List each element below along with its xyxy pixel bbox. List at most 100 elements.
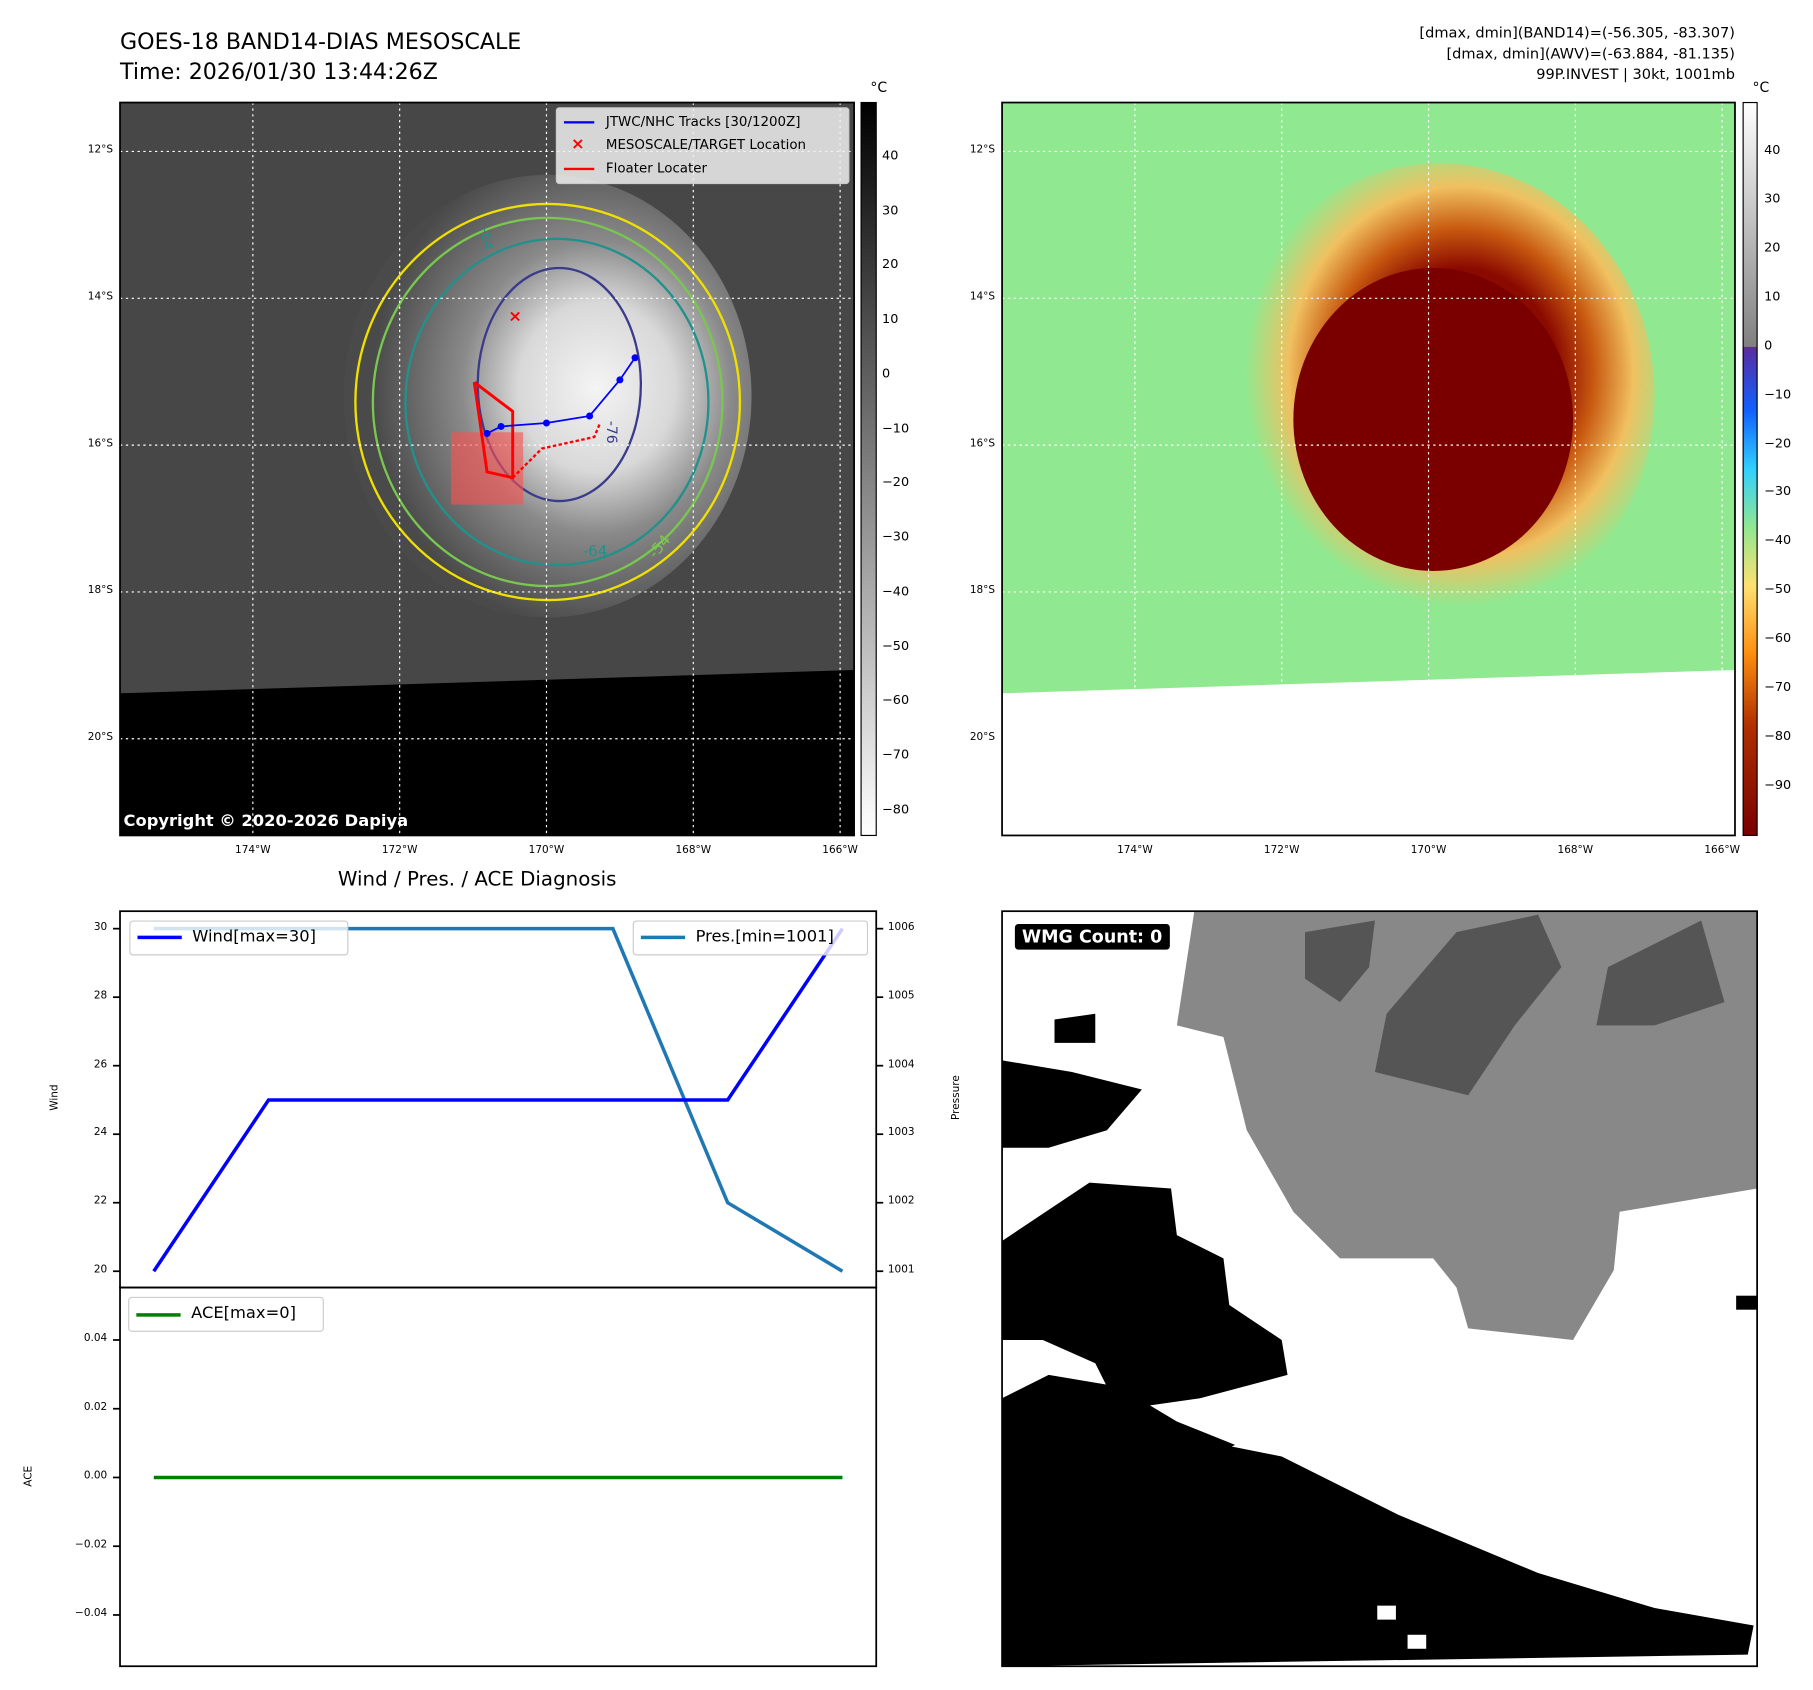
colorbar2-tick: −60 <box>1764 630 1792 646</box>
colorbar1-tick: −80 <box>882 801 910 817</box>
wind-line-icon <box>137 935 182 940</box>
awv-range: [dmax, dmin](AWV)=(-63.884, -81.135) <box>1446 44 1735 62</box>
ace-tick-label: 0.00 <box>83 1470 108 1483</box>
lon-label: 172°W <box>381 844 418 857</box>
ir-imagery: × <box>120 102 855 836</box>
legend-target: MESOSCALE/TARGET Location <box>605 136 807 153</box>
colorbar2-tick: −80 <box>1764 728 1792 744</box>
pressure-tick-label: 1004 <box>887 1058 915 1071</box>
band14-range: [dmax, dmin](BAND14)=(-56.305, -83.307) <box>1419 23 1735 41</box>
pressure-tick-label: 1001 <box>887 1264 915 1276</box>
map-legend: JTWC/NHC Tracks [30/1200Z] MESOSCALE/TAR… <box>555 107 850 185</box>
colorbar2-tick: −40 <box>1764 532 1792 549</box>
lat-label: 18°S <box>87 584 114 597</box>
wind-tick-label: 24 <box>93 1127 108 1139</box>
colorbar-awv <box>1742 101 1758 837</box>
lon-label: 166°W <box>1704 844 1740 857</box>
wind-tick-label: 30 <box>93 921 108 934</box>
colorbar2-tick: −70 <box>1764 679 1792 695</box>
lat-label: 16°S <box>87 438 114 450</box>
legend-floater: Floater Locater <box>605 159 708 176</box>
colorbar2-unit: °C <box>1752 79 1770 96</box>
lat-label: 16°S <box>969 438 996 450</box>
lon-label: 168°W <box>1557 844 1594 857</box>
ace-tick-label: 0.04 <box>83 1332 108 1345</box>
wind-tick-label: 20 <box>93 1264 108 1276</box>
lon-label: 174°W <box>1117 844 1153 857</box>
colorbar1-tick: 30 <box>882 202 899 218</box>
colorbar2-tick: −90 <box>1764 777 1792 793</box>
pressure-tick-label: 1003 <box>887 1127 915 1139</box>
wind-tick-label: 28 <box>93 990 108 1002</box>
pressure-tick-label: 1002 <box>887 1195 915 1208</box>
storm-info: 99P.INVEST | 30kt, 1001mb <box>1536 65 1735 83</box>
awv-imagery <box>1002 102 1735 836</box>
floater-line-icon <box>563 167 595 171</box>
figure-time: Time: 2026/01/30 13:44:26Z <box>120 59 438 86</box>
ace-tick-label: 0.02 <box>83 1401 108 1414</box>
lat-label: 18°S <box>969 584 996 597</box>
colorbar2-tick: −50 <box>1764 581 1792 597</box>
ace-axis-label: ACE <box>23 1465 35 1487</box>
colorbar2-tick: 40 <box>1764 142 1781 158</box>
copyright: Copyright © 2020-2026 Dapiya <box>123 812 409 831</box>
lon-label: 172°W <box>1263 844 1300 857</box>
colorbar2-tick: 30 <box>1764 190 1781 207</box>
wind-tick-label: 26 <box>93 1058 108 1071</box>
lon-label: 170°W <box>528 844 565 857</box>
colorbar2-tick: −30 <box>1764 484 1792 500</box>
colorbar2-tick: −20 <box>1764 435 1792 451</box>
wind-axis-label: Wind <box>49 1084 61 1111</box>
ace-legend: ACE[max=0] <box>128 1296 324 1332</box>
colorbar1-tick: −40 <box>882 583 910 599</box>
pressure-legend-label: Pres.[min=1001] <box>695 927 834 947</box>
ace-legend-label: ACE[max=0] <box>191 1303 296 1323</box>
colorbar1-tick: −10 <box>882 420 910 436</box>
pressure-tick-label: 1006 <box>887 921 915 934</box>
colorbar1-tick: −70 <box>882 746 910 763</box>
colorbar1-tick: −20 <box>882 474 910 490</box>
wind-legend-label: Wind[max=30] <box>192 927 316 947</box>
target-marker: × <box>508 307 522 326</box>
chart-title: Wind / Pres. / ACE Diagnosis <box>337 868 617 892</box>
lat-label: 12°S <box>87 144 114 157</box>
pressure-axis-label: Pressure <box>951 1075 963 1121</box>
colorbar1-tick: 20 <box>882 256 899 272</box>
ace-line-icon <box>136 1313 181 1317</box>
lon-label: 170°W <box>1410 844 1447 857</box>
lon-label: 168°W <box>675 844 712 857</box>
wmg-imagery <box>1002 911 1758 1667</box>
colorbar1-tick: 10 <box>882 311 899 327</box>
colorbar1-unit: °C <box>870 79 888 96</box>
colorbar1-tick: 40 <box>882 147 899 163</box>
colorbar2-tick: 10 <box>1764 288 1781 304</box>
contour-label: -76 <box>603 420 620 444</box>
target-x-icon: × <box>570 135 585 154</box>
pressure-line-icon <box>640 935 686 940</box>
lat-label: 14°S <box>87 291 114 303</box>
wmg-count-badge: WMG Count: 0 <box>1014 924 1170 950</box>
colorbar1-tick: 0 <box>882 365 891 381</box>
pressure-legend: Pres.[min=1001] <box>632 920 869 956</box>
legend-tracks: JTWC/NHC Tracks [30/1200Z] <box>605 113 801 130</box>
wind-line <box>152 927 844 1273</box>
track-line-icon <box>563 121 595 124</box>
colorbar2-tick: −10 <box>1764 386 1792 402</box>
ace-tick-label: −0.02 <box>75 1539 108 1551</box>
figure-title: GOES-18 BAND14-DIAS MESOSCALE <box>120 29 522 55</box>
colorbar1-tick: −50 <box>882 637 910 654</box>
lat-label: 12°S <box>969 144 996 157</box>
ace-tick-label: −0.04 <box>75 1607 108 1620</box>
lon-label: 166°W <box>822 844 858 857</box>
colorbar2-tick: 0 <box>1764 337 1773 353</box>
lat-label: 14°S <box>969 291 996 303</box>
colorbar2-tick: 20 <box>1764 239 1781 255</box>
lat-label: 20°S <box>87 731 114 744</box>
colorbar1-tick: −30 <box>882 529 910 545</box>
colorbar-band14 <box>860 101 877 837</box>
wind-tick-label: 22 <box>93 1195 108 1208</box>
colorbar1-tick: −60 <box>882 692 910 708</box>
pressure-tick-label: 1005 <box>887 990 915 1002</box>
